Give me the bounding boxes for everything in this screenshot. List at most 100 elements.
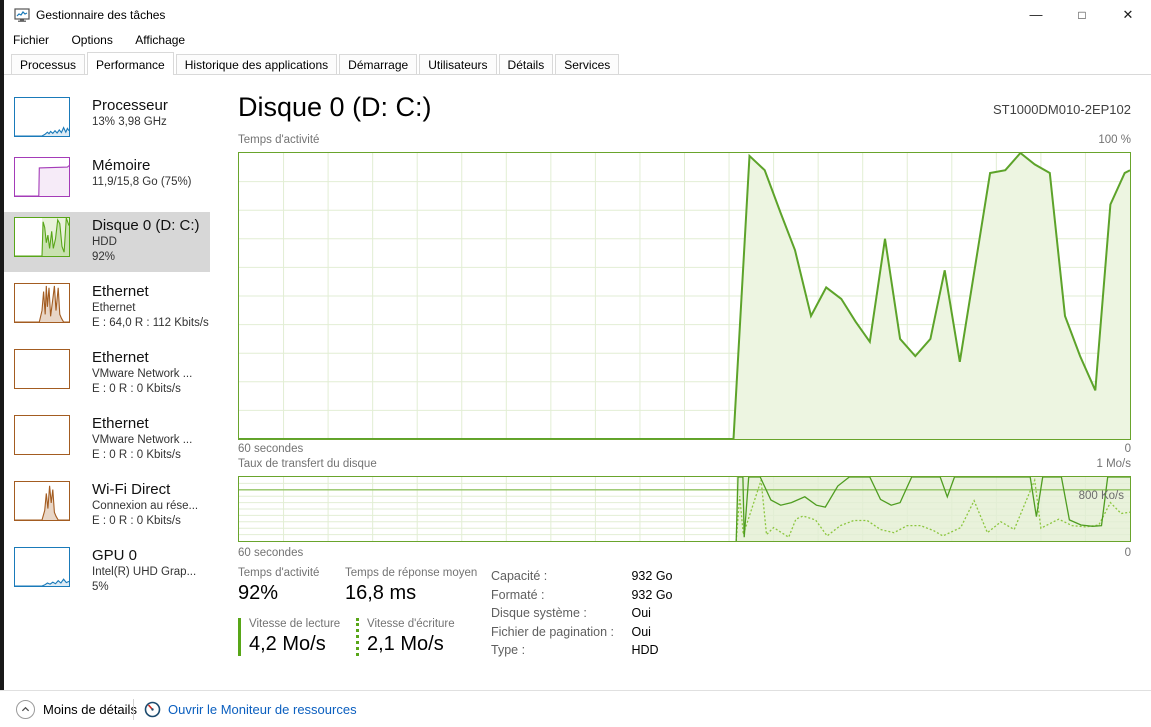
transfer-chart-title: Taux de transfert du disque (238, 458, 377, 470)
menu-fichier[interactable]: Fichier (13, 33, 50, 47)
close-button[interactable]: ✕ (1122, 7, 1134, 22)
stat-read-speed: Vitesse de lecture 4,2 Mo/s (238, 618, 340, 656)
sidebar-item-detail2: 5% (92, 581, 109, 593)
table-row: Type : HDD (491, 643, 673, 662)
stat-read-label: Vitesse de lecture (249, 618, 341, 630)
activity-chart-xright: 0 (1124, 443, 1131, 455)
task-manager-app-icon (14, 8, 30, 22)
footer-divider (133, 699, 134, 720)
title-bar: Gestionnaire des tâches — □ ✕ (4, 0, 1151, 30)
detail-label: Formaté : (491, 587, 545, 602)
table-row: Fichier de pagination : Oui (491, 625, 673, 644)
sidebar-item-detail: 11,9/15,8 Go (75%) (92, 176, 192, 188)
sidebar-item-title: Ethernet (92, 349, 149, 366)
chevron-up-circle-icon[interactable] (16, 700, 35, 719)
disk-activity-chart (238, 152, 1131, 440)
less-details-button[interactable]: Moins de détails (43, 702, 137, 717)
stat-write-speed: Vitesse d'écriture 2,1 Mo/s (356, 618, 455, 656)
tab-demarrage[interactable]: Démarrage (339, 54, 418, 74)
detail-value: HDD (631, 643, 659, 657)
resource-monitor-gauge-icon[interactable] (144, 701, 161, 718)
screen-edge-strip (0, 0, 4, 727)
detail-value: Oui (631, 624, 651, 639)
detail-value: 932 Go (631, 569, 673, 583)
sidebar-item-detail: Connexion au rése... (92, 500, 199, 512)
menu-affichage[interactable]: Affichage (135, 33, 186, 47)
stat-response-time: Temps de réponse moyen 16,8 ms (345, 567, 477, 605)
sidebar-item-detail: 13% 3,98 GHz (92, 116, 167, 128)
window-title: Gestionnaire des tâches (36, 8, 166, 22)
status-bar: Moins de détails Ouvrir le Moniteur de r… (0, 690, 1151, 727)
sidebar-item-detail: VMware Network ... (92, 434, 193, 446)
transfer-chart-800-label: 800 Ko/s (1078, 490, 1124, 502)
wifi-mini-chart (14, 481, 70, 521)
sidebar-item-wifi-direct[interactable]: Wi-Fi Direct Connexion au rése... E : 0 … (4, 476, 210, 542)
sidebar-item-detail2: E : 0 R : 0 Kbits/s (92, 515, 181, 527)
performance-sidebar: Processeur 13% 3,98 GHz Mémoire 11,9/15,… (4, 84, 210, 690)
cpu-mini-chart (14, 97, 70, 137)
menu-options[interactable]: Options (71, 33, 113, 47)
memory-mini-chart (14, 157, 70, 197)
sidebar-item-memoire[interactable]: Mémoire 11,9/15,8 Go (75%) (4, 152, 210, 212)
table-row: Formaté : 932 Go (491, 588, 673, 607)
sidebar-item-detail2: E : 0 R : 0 Kbits/s (92, 449, 181, 461)
stat-activity-label: Temps d'activité (238, 567, 320, 579)
open-resource-monitor-link[interactable]: Ouvrir le Moniteur de ressources (168, 702, 357, 717)
transfer-chart-xright: 0 (1124, 547, 1131, 559)
disk-transfer-chart: 800 Ko/s (238, 476, 1131, 542)
sidebar-item-gpu-0[interactable]: GPU 0 Intel(R) UHD Grap... 5% (4, 542, 210, 608)
sidebar-item-ethernet-3[interactable]: Ethernet VMware Network ... E : 0 R : 0 … (4, 410, 210, 476)
page-title: Disque 0 (D: C:) (238, 92, 432, 122)
stat-activity: Temps d'activité 92% (238, 567, 319, 605)
sidebar-item-detail: Intel(R) UHD Grap... (92, 566, 197, 578)
sidebar-item-processeur[interactable]: Processeur 13% 3,98 GHz (4, 92, 210, 152)
transfer-chart-label-row: Taux de transfert du disque 1 Mo/s (238, 458, 1131, 470)
sidebar-item-ethernet-2[interactable]: Ethernet VMware Network ... E : 0 R : 0 … (4, 344, 210, 410)
sidebar-item-disque-0[interactable]: Disque 0 (D: C:) HDD 92% (4, 212, 210, 272)
menu-bar: Fichier Options Affichage (4, 30, 1151, 52)
gpu-mini-chart (14, 547, 70, 587)
tab-historique-des-applications[interactable]: Historique des applications (175, 54, 338, 74)
transfer-chart-ymax: 1 Mo/s (1096, 458, 1131, 470)
sidebar-item-title: Wi-Fi Direct (92, 481, 171, 498)
tab-processus[interactable]: Processus (11, 54, 86, 74)
sidebar-item-title: Disque 0 (D: C:) (92, 217, 200, 234)
tab-performance[interactable]: Performance (87, 52, 174, 75)
disk-model-label: ST1000DM010-2EP102 (992, 102, 1131, 117)
sidebar-item-detail: Ethernet (92, 302, 136, 314)
sidebar-item-title: Ethernet (92, 283, 149, 300)
activity-chart-xleft: 60 secondes (238, 443, 304, 455)
activity-chart-label-row: Temps d'activité 100 % (238, 134, 1131, 146)
sidebar-item-title: Mémoire (92, 157, 151, 174)
stat-response-label: Temps de réponse moyen (345, 567, 478, 579)
ethernet-mini-chart (14, 415, 70, 455)
sidebar-item-detail: VMware Network ... (92, 368, 193, 380)
tab-strip: Processus Performance Historique des app… (4, 52, 1151, 75)
tab-details[interactable]: Détails (498, 54, 554, 74)
ethernet-mini-chart (14, 283, 70, 323)
stat-write-label: Vitesse d'écriture (367, 618, 455, 630)
table-row: Disque système : Oui (491, 606, 673, 625)
detail-label: Fichier de pagination : (491, 624, 614, 639)
sidebar-item-title: Processeur (92, 97, 168, 114)
sidebar-item-ethernet-1[interactable]: Ethernet Ethernet E : 64,0 R : 112 Kbits… (4, 278, 210, 344)
ethernet-mini-chart (14, 349, 70, 389)
detail-label: Disque système : (491, 606, 587, 620)
tab-utilisateurs[interactable]: Utilisateurs (419, 54, 497, 74)
minimize-button[interactable]: — (1029, 7, 1043, 22)
stat-write-value: 2,1 Mo/s (367, 633, 444, 655)
tab-services[interactable]: Services (555, 54, 620, 74)
detail-label: Capacité : (491, 569, 548, 583)
maximize-button[interactable]: □ (1078, 8, 1086, 22)
sidebar-item-detail2: E : 0 R : 0 Kbits/s (92, 383, 181, 395)
sidebar-item-detail2: E : 64,0 R : 112 Kbits/s (92, 317, 209, 329)
sidebar-item-detail: HDD (92, 236, 117, 248)
stat-read-value: 4,2 Mo/s (249, 633, 326, 655)
detail-value: Oui (631, 606, 651, 620)
sidebar-item-detail2: 92% (92, 251, 116, 263)
sidebar-item-title: Ethernet (92, 415, 149, 432)
detail-value: 932 Go (631, 587, 673, 602)
activity-chart-title: Temps d'activité (238, 134, 320, 146)
detail-label: Type : (491, 643, 526, 657)
